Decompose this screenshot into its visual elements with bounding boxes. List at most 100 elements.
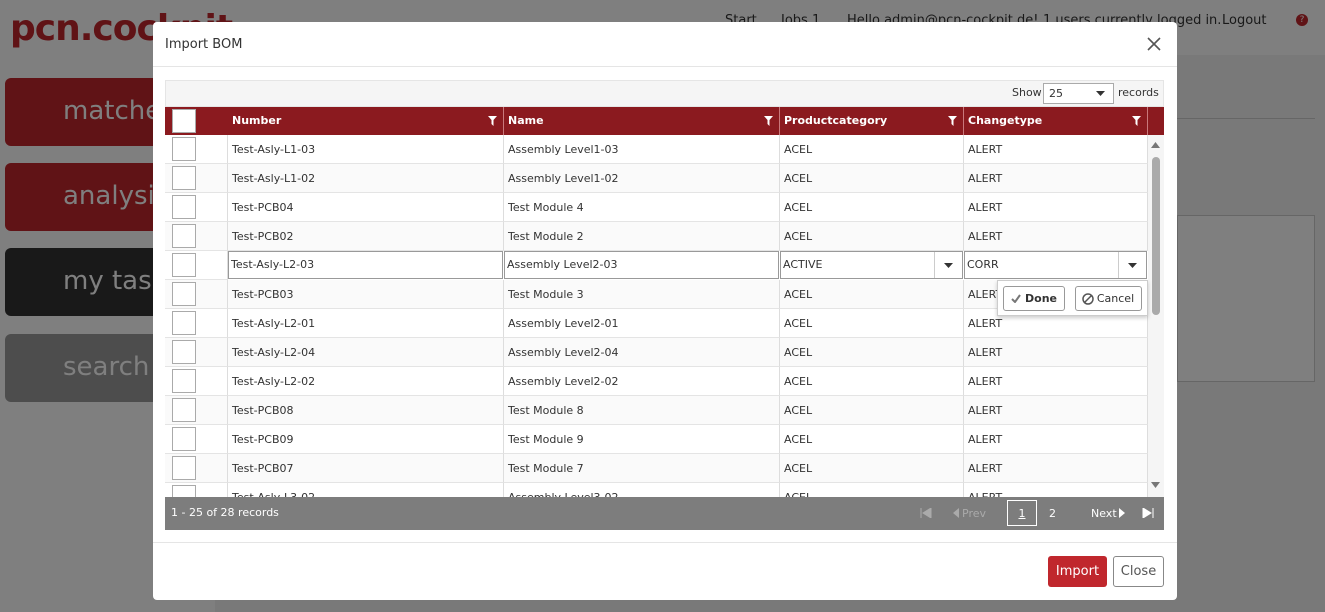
- row-checkbox[interactable]: [172, 427, 196, 451]
- cell: ALERT: [964, 454, 1148, 483]
- column-header[interactable]: Productcategory: [780, 107, 964, 135]
- next-icon: [1119, 508, 1125, 518]
- cell: Test Module 8: [504, 396, 780, 425]
- edit-popup: Done Cancel: [997, 280, 1148, 316]
- first-page[interactable]: [920, 508, 932, 518]
- filter-icon[interactable]: [948, 116, 957, 126]
- prev-button[interactable]: Prev: [962, 507, 986, 520]
- scrollbar[interactable]: [1148, 135, 1164, 497]
- cell: Test Module 2: [504, 222, 780, 251]
- column-title: Changetype: [968, 114, 1043, 127]
- cell: [165, 425, 228, 454]
- row-checkbox[interactable]: [172, 369, 196, 393]
- select-all-checkbox[interactable]: [172, 109, 196, 133]
- scroll-down[interactable]: [1151, 482, 1160, 488]
- row-checkbox[interactable]: [172, 137, 196, 161]
- page-size-select[interactable]: 25: [1043, 83, 1114, 104]
- table-row: Test-PCB07 Test Module 7 ACEL ALERT: [165, 454, 1148, 483]
- show-label: Show: [1012, 86, 1042, 99]
- table-header: Number Name Productcategory Changetype: [165, 107, 1164, 135]
- row-checkbox[interactable]: [172, 456, 196, 480]
- cell: [165, 483, 228, 497]
- table-row: Test-Asly-L1-02 Assembly Level1-02 ACEL ALE…: [165, 164, 1148, 193]
- table-row: Test-Asly-L2-04 Assembly Level2-04 ACEL ALE…: [165, 338, 1148, 367]
- cell: Test-PCB07: [228, 454, 504, 483]
- cell: ALERT: [964, 367, 1148, 396]
- cell: Test-PCB04: [228, 193, 504, 222]
- cell: Assembly Level2-04: [504, 338, 780, 367]
- row-checkbox[interactable]: [172, 253, 196, 277]
- page-button[interactable]: 2: [1049, 507, 1056, 520]
- table-toolbar: Show 25 records: [165, 80, 1164, 107]
- prev-icon: [953, 508, 959, 518]
- column-header[interactable]: Changetype: [964, 107, 1148, 135]
- cell: ALERT: [964, 193, 1148, 222]
- cell: Test Module 7: [504, 454, 780, 483]
- page-button[interactable]: 1: [1007, 500, 1037, 526]
- row-checkbox[interactable]: [172, 398, 196, 422]
- cell-editor[interactable]: CORR: [964, 251, 1147, 279]
- row-checkbox[interactable]: [172, 282, 196, 306]
- filter-icon[interactable]: [488, 116, 497, 126]
- cell: ALERT: [964, 338, 1148, 367]
- row-checkbox[interactable]: [172, 166, 196, 190]
- cell: ACEL: [780, 222, 964, 251]
- column-header[interactable]: Name: [504, 107, 780, 135]
- cell: ALERT: [964, 396, 1148, 425]
- cell: Test-PCB08: [228, 396, 504, 425]
- cell: Assembly Level2-02: [504, 367, 780, 396]
- cell: ACEL: [780, 135, 964, 164]
- column-title: Number: [232, 114, 282, 127]
- filter-icon[interactable]: [764, 116, 773, 126]
- cell: ALERT: [964, 425, 1148, 454]
- cell-editor[interactable]: Assembly Level2-03: [504, 251, 779, 279]
- cell: [165, 454, 228, 483]
- cell: ALERT: [964, 135, 1148, 164]
- table-row: Test-Asly-L2-01 Assembly Level2-01 ACEL ALE…: [165, 309, 1148, 338]
- cancel-button[interactable]: Cancel: [1075, 286, 1142, 311]
- column-header[interactable]: Number: [228, 107, 504, 135]
- cell: ACEL: [780, 309, 964, 338]
- row-checkbox[interactable]: [172, 224, 196, 248]
- cell: [165, 309, 228, 338]
- close-button[interactable]: Close: [1113, 556, 1164, 587]
- column-title: Productcategory: [784, 114, 888, 127]
- filter-icon[interactable]: [1132, 116, 1141, 126]
- cell: [165, 338, 228, 367]
- next-button[interactable]: Next: [1091, 507, 1117, 520]
- cell: ACEL: [780, 280, 964, 309]
- cell: Test-Asly-L2-04: [228, 338, 504, 367]
- editor-value: Test-Asly-L2-03: [231, 258, 315, 271]
- last-page[interactable]: [1142, 508, 1154, 518]
- dropdown-arrow: [1096, 91, 1105, 96]
- scroll-up[interactable]: [1151, 142, 1160, 148]
- row-checkbox[interactable]: [172, 340, 196, 364]
- page-size-value: 25: [1049, 87, 1063, 100]
- cell: [165, 164, 228, 193]
- cell: ACEL: [780, 396, 964, 425]
- column-title: Name: [508, 114, 544, 127]
- editor-value: CORR: [967, 258, 999, 271]
- table-row: Test-PCB03 Test Module 3 ACEL ALERT: [165, 280, 1148, 309]
- cell: Test-Asly-L2-01: [228, 309, 504, 338]
- table-row: Test-Asly-L2-03 Assembly Level2-03 ACTIVE C…: [165, 251, 1148, 280]
- dialog-title: Import BOM: [165, 37, 243, 52]
- cell-editor[interactable]: ACTIVE: [780, 251, 963, 279]
- cell: Test-PCB03: [228, 280, 504, 309]
- row-checkbox[interactable]: [172, 485, 196, 497]
- done-button[interactable]: Done: [1003, 286, 1065, 311]
- cell: [165, 251, 228, 280]
- cell-editor[interactable]: Test-Asly-L2-03: [228, 251, 503, 279]
- cell: ACEL: [780, 454, 964, 483]
- row-checkbox[interactable]: [172, 195, 196, 219]
- dropdown-arrow: [1128, 263, 1137, 268]
- cell: Test-Asly-L3-02: [228, 483, 504, 497]
- table-row: Test-PCB04 Test Module 4 ACEL ALERT: [165, 193, 1148, 222]
- close-icon[interactable]: [1147, 37, 1161, 51]
- import-button[interactable]: Import: [1048, 556, 1107, 587]
- cell: Test-Asly-L2-02: [228, 367, 504, 396]
- cell: [165, 135, 228, 164]
- cell: Test-PCB02: [228, 222, 504, 251]
- scroll-thumb[interactable]: [1152, 157, 1160, 315]
- row-checkbox[interactable]: [172, 311, 196, 335]
